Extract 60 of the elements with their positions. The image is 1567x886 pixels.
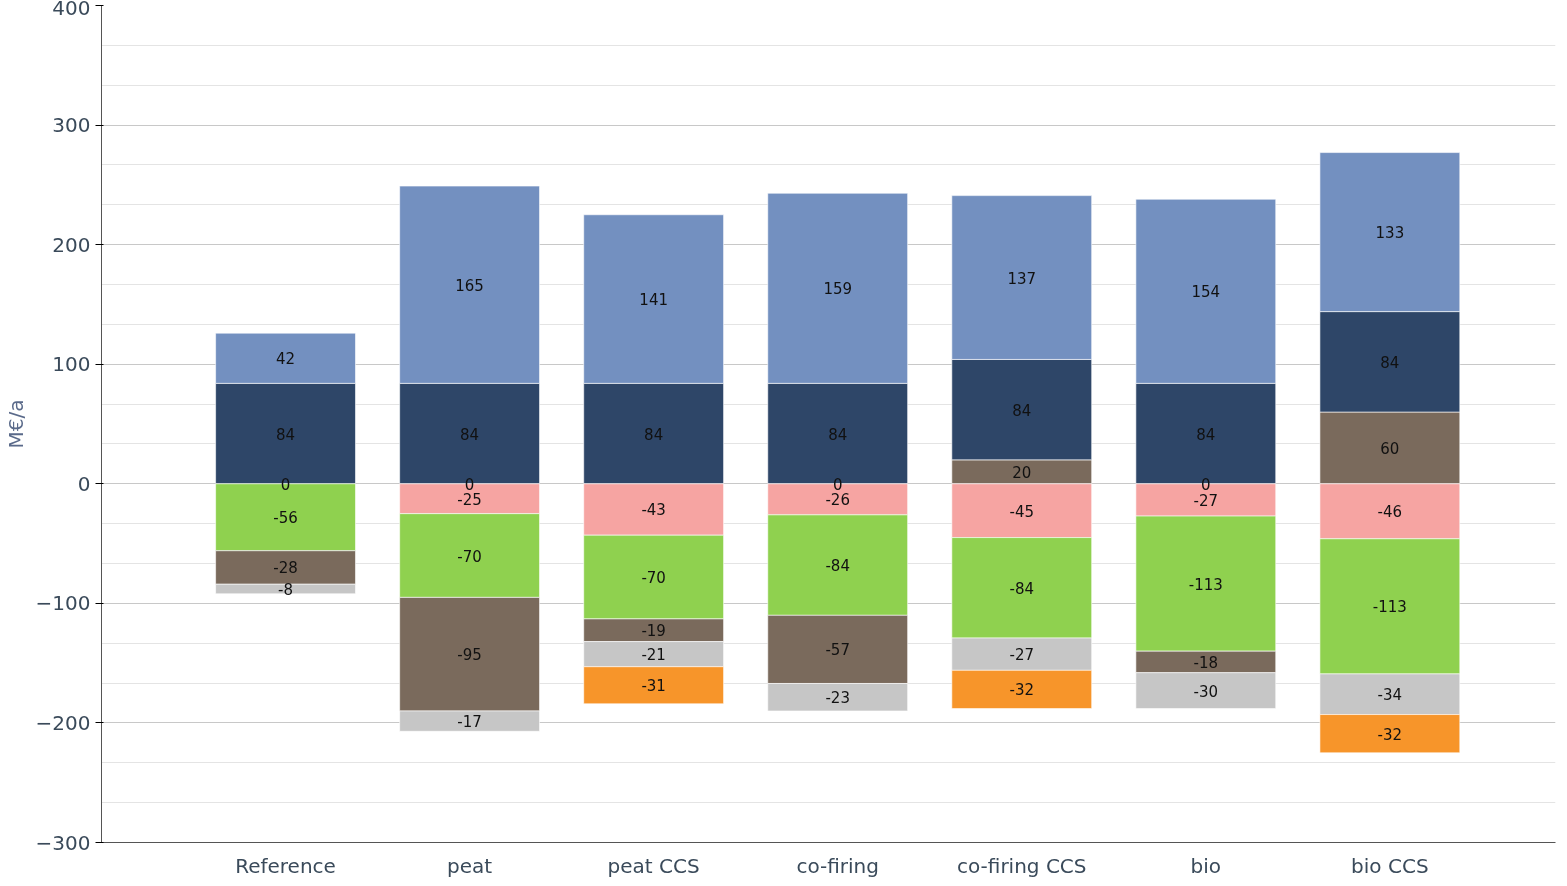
data-label: -18 xyxy=(1193,653,1219,672)
data-label: 20 xyxy=(1012,463,1032,482)
data-label: -43 xyxy=(641,501,666,520)
data-label: 42 xyxy=(276,350,296,369)
data-label: -23 xyxy=(825,689,850,708)
y-tick-label: 200 xyxy=(52,232,91,257)
data-label: 159 xyxy=(823,280,853,299)
data-label: 84 xyxy=(276,425,296,444)
data-label: 137 xyxy=(1007,269,1037,288)
data-label: 84 xyxy=(1380,353,1400,372)
data-label: -45 xyxy=(1009,502,1034,521)
x-tick-label: bio CCS xyxy=(1351,853,1429,878)
data-label: -31 xyxy=(641,677,666,696)
y-tick-label: 400 xyxy=(52,0,91,20)
x-tick-label: co-firing xyxy=(796,853,879,878)
y-axis-title: M€/a xyxy=(3,399,28,449)
data-label: -17 xyxy=(457,713,482,732)
data-label: -28 xyxy=(273,559,298,578)
x-tick-label: co-firing CCS xyxy=(956,853,1087,878)
data-label: -21 xyxy=(641,646,666,665)
data-label: -46 xyxy=(1377,503,1403,522)
data-label: 165 xyxy=(455,276,484,295)
data-label: -26 xyxy=(825,491,850,510)
data-label: -70 xyxy=(641,569,666,588)
data-label: -70 xyxy=(457,547,482,566)
data-label: -57 xyxy=(825,641,850,660)
y-tick-label: 300 xyxy=(52,113,91,138)
data-label: -27 xyxy=(1009,646,1034,665)
data-label: -95 xyxy=(457,646,482,665)
y-tick-label: −100 xyxy=(35,591,91,616)
data-label: -27 xyxy=(1193,491,1219,510)
data-label: -32 xyxy=(1377,725,1403,744)
data-label: 84 xyxy=(644,425,664,444)
y-tick-label: 100 xyxy=(52,352,91,377)
x-tick-label: peat CCS xyxy=(607,853,700,878)
y-tick-label: −300 xyxy=(35,830,91,855)
data-label: 154 xyxy=(1191,283,1221,302)
y-tick-label: 0 xyxy=(77,471,91,496)
data-label: -30 xyxy=(1193,682,1219,701)
x-tick-label: bio xyxy=(1190,853,1222,878)
data-label: -19 xyxy=(641,622,666,641)
data-label: 141 xyxy=(639,291,668,310)
data-label: -32 xyxy=(1009,681,1034,700)
data-label: -84 xyxy=(1009,579,1034,598)
data-label: 84 xyxy=(1012,401,1032,420)
data-label: 84 xyxy=(460,425,480,444)
data-label: 60 xyxy=(1380,439,1400,458)
data-label: -84 xyxy=(825,557,850,576)
data-label: 84 xyxy=(828,425,848,444)
data-label: 84 xyxy=(1196,425,1216,444)
data-label: -56 xyxy=(273,509,298,528)
data-label: -113 xyxy=(1188,575,1223,594)
data-label: -8 xyxy=(278,581,294,600)
y-tick-label: −200 xyxy=(35,710,91,735)
data-label: 133 xyxy=(1375,224,1405,243)
data-label: -34 xyxy=(1377,686,1403,705)
x-tick-label: peat xyxy=(447,853,493,878)
x-tick-label: Reference xyxy=(235,853,336,878)
data-label: -25 xyxy=(457,490,482,509)
data-label: -113 xyxy=(1372,598,1407,617)
